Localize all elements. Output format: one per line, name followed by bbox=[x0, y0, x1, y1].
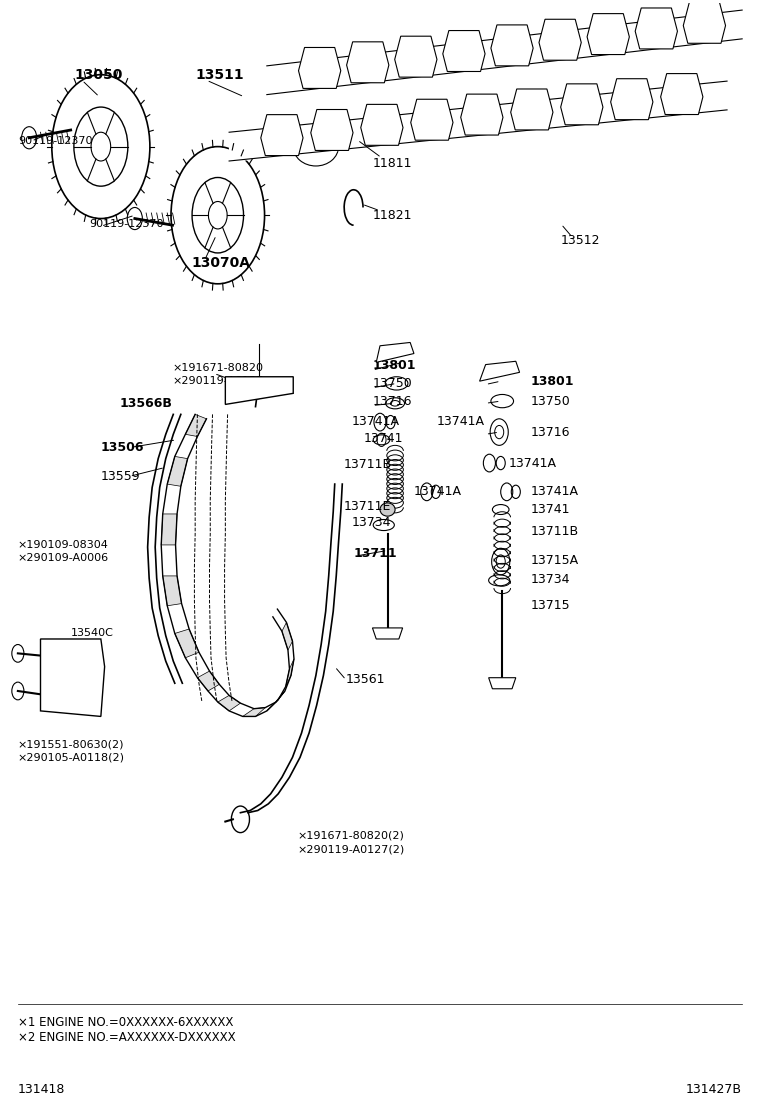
Polygon shape bbox=[311, 109, 353, 150]
Text: 13716: 13716 bbox=[372, 395, 412, 408]
Text: 13801: 13801 bbox=[531, 375, 575, 388]
Text: 13711: 13711 bbox=[353, 547, 397, 560]
Text: ×290119-A0127: ×290119-A0127 bbox=[173, 376, 264, 386]
Text: 13741A: 13741A bbox=[351, 415, 399, 427]
Polygon shape bbox=[347, 42, 389, 82]
Polygon shape bbox=[282, 623, 293, 651]
Polygon shape bbox=[443, 30, 485, 71]
Text: 13540: 13540 bbox=[44, 643, 93, 657]
Text: 13050: 13050 bbox=[74, 68, 123, 81]
Text: 13741: 13741 bbox=[363, 433, 403, 445]
Polygon shape bbox=[40, 639, 105, 716]
Polygon shape bbox=[480, 361, 520, 381]
Polygon shape bbox=[394, 37, 437, 77]
Text: 13741A: 13741A bbox=[436, 415, 485, 427]
Text: 13734: 13734 bbox=[531, 573, 571, 586]
Text: 13540C: 13540C bbox=[71, 628, 113, 638]
Text: 131418: 131418 bbox=[18, 1083, 65, 1095]
Text: ×290119-A0127(2): ×290119-A0127(2) bbox=[297, 844, 404, 854]
Text: 13741: 13741 bbox=[531, 503, 571, 516]
Polygon shape bbox=[299, 48, 340, 89]
Text: 13750: 13750 bbox=[531, 395, 571, 408]
Text: 13741A: 13741A bbox=[414, 485, 462, 498]
Polygon shape bbox=[372, 628, 403, 639]
Text: 13566B: 13566B bbox=[120, 397, 173, 410]
Polygon shape bbox=[198, 671, 220, 691]
Text: 13715A: 13715A bbox=[531, 554, 579, 567]
Text: 13559: 13559 bbox=[101, 470, 141, 483]
Text: 13070A: 13070A bbox=[192, 256, 250, 270]
Polygon shape bbox=[587, 13, 629, 54]
Polygon shape bbox=[511, 89, 553, 130]
Text: 11811: 11811 bbox=[372, 157, 412, 170]
Text: 13512: 13512 bbox=[561, 235, 600, 247]
Text: 13511: 13511 bbox=[195, 68, 244, 81]
Text: 13741A: 13741A bbox=[531, 485, 579, 498]
Text: 11821: 11821 bbox=[372, 209, 412, 221]
Polygon shape bbox=[660, 73, 703, 115]
Text: ×290105-A0118(2): ×290105-A0118(2) bbox=[18, 753, 125, 763]
Text: 13741A: 13741A bbox=[508, 457, 556, 469]
Text: ×191551-80630(2): ×191551-80630(2) bbox=[18, 739, 125, 749]
Polygon shape bbox=[461, 95, 503, 135]
Polygon shape bbox=[683, 2, 726, 43]
Polygon shape bbox=[167, 456, 188, 486]
Polygon shape bbox=[267, 691, 285, 711]
Text: 90119-12370: 90119-12370 bbox=[90, 219, 164, 229]
Polygon shape bbox=[410, 99, 453, 140]
Text: ×290109-A0006: ×290109-A0006 bbox=[18, 553, 109, 563]
Ellipse shape bbox=[380, 503, 395, 516]
Text: 13716: 13716 bbox=[531, 426, 571, 438]
Polygon shape bbox=[376, 342, 414, 363]
Text: 13715: 13715 bbox=[531, 599, 571, 613]
Text: ×191671-80820: ×191671-80820 bbox=[173, 363, 264, 373]
Polygon shape bbox=[175, 629, 199, 658]
Polygon shape bbox=[161, 514, 177, 545]
Polygon shape bbox=[286, 659, 294, 686]
Polygon shape bbox=[491, 24, 534, 66]
Polygon shape bbox=[489, 677, 516, 688]
Text: 90119-12370: 90119-12370 bbox=[18, 136, 93, 146]
Polygon shape bbox=[185, 415, 207, 437]
Polygon shape bbox=[218, 695, 240, 711]
Text: 13711E: 13711E bbox=[344, 499, 391, 513]
Polygon shape bbox=[635, 8, 677, 49]
Text: 13801: 13801 bbox=[372, 359, 416, 373]
Polygon shape bbox=[242, 707, 265, 716]
Text: 13506: 13506 bbox=[101, 441, 144, 454]
Polygon shape bbox=[539, 19, 581, 60]
Polygon shape bbox=[561, 83, 603, 125]
Polygon shape bbox=[163, 576, 182, 606]
Text: 131427B: 131427B bbox=[686, 1083, 742, 1095]
Polygon shape bbox=[361, 105, 403, 146]
Text: 13750: 13750 bbox=[372, 377, 412, 390]
Text: 13711B: 13711B bbox=[531, 525, 579, 538]
Text: 13561: 13561 bbox=[346, 674, 385, 686]
Text: ×1 ENGINE NO.=0XXXXXX-6XXXXXX: ×1 ENGINE NO.=0XXXXXX-6XXXXXX bbox=[18, 1016, 233, 1030]
Text: 13711B: 13711B bbox=[344, 458, 392, 470]
Text: 13734: 13734 bbox=[351, 516, 391, 529]
Polygon shape bbox=[225, 377, 293, 405]
Polygon shape bbox=[261, 115, 303, 156]
Text: ×2 ENGINE NO.=AXXXXXX-DXXXXXX: ×2 ENGINE NO.=AXXXXXX-DXXXXXX bbox=[18, 1031, 236, 1044]
Text: ×190109-08304: ×190109-08304 bbox=[18, 540, 109, 550]
Polygon shape bbox=[611, 79, 653, 120]
Text: ×191671-80820(2): ×191671-80820(2) bbox=[297, 831, 404, 841]
